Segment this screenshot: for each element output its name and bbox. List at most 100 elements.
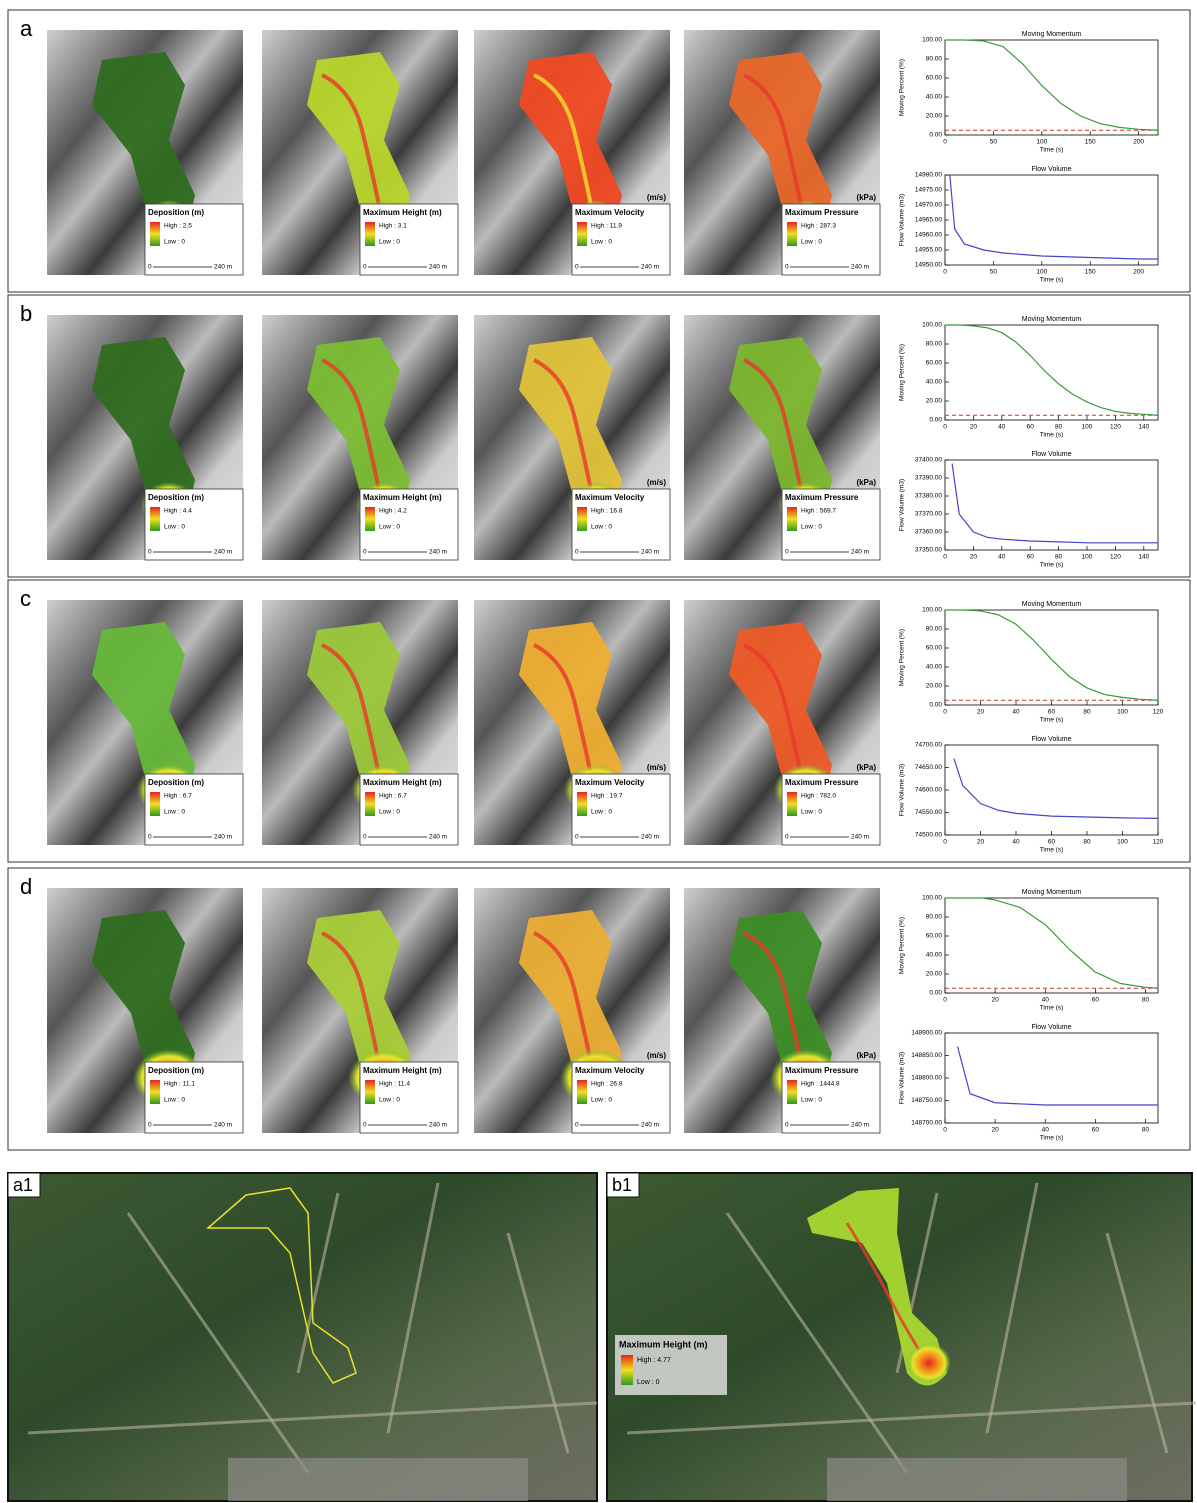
x-tick-label: 0 — [943, 997, 947, 1004]
x-tick-label: 0 — [943, 709, 947, 716]
x-tick-label: 40 — [998, 554, 1006, 561]
y-tick-label: 20.00 — [926, 113, 943, 120]
legend-ramp — [365, 507, 375, 531]
x-tick-label: 60 — [1048, 839, 1056, 846]
legend-box — [144, 488, 244, 561]
map-unit: (m/s) — [647, 1051, 666, 1060]
legend-box — [359, 488, 459, 561]
series-line — [945, 324, 1159, 416]
y-tick-label: 20.00 — [926, 971, 943, 978]
map-unit: (m/s) — [647, 763, 666, 772]
legend-ramp — [787, 1080, 797, 1104]
satellite-image — [7, 1172, 598, 1502]
scale-end: 240 m — [641, 264, 659, 271]
flow-channel — [321, 358, 384, 506]
plot-frame — [944, 609, 1159, 706]
y-axis-label: Flow Volume (m3) — [899, 764, 906, 816]
legend-high: High : 3.1 — [379, 223, 407, 230]
gully — [126, 1212, 310, 1474]
scale-start: 0 — [575, 549, 579, 556]
legend-title: Maximum Pressure — [785, 493, 859, 502]
y-tick-label: 80.00 — [926, 56, 943, 63]
scale-end: 240 m — [851, 1122, 869, 1129]
scale-start: 0 — [148, 264, 152, 271]
x-axis-label: Time (s) — [1040, 147, 1064, 154]
flow-area — [519, 52, 622, 239]
legend-low: Low : 0 — [379, 239, 400, 246]
flow-area — [729, 622, 832, 809]
y-axis-label: Flow Volume (m3) — [899, 1052, 906, 1104]
x-tick-label: 80 — [1055, 554, 1063, 561]
chart-title: Flow Volume — [1031, 451, 1071, 458]
y-tick-label: 37350.00 — [915, 547, 942, 554]
map-unit: (m/s) — [647, 478, 666, 487]
map-panel: Deposition (m) High : 11.1 Low : 0 0 240 m — [47, 888, 244, 1134]
x-tick-label: 50 — [990, 139, 998, 146]
x-tick-label: 140 — [1138, 554, 1149, 561]
y-axis-label: Flow Volume (m3) — [899, 194, 906, 246]
legend-low: Low : 0 — [591, 809, 612, 816]
legend-box — [144, 1061, 244, 1134]
map-unit: (kPa) — [856, 763, 876, 772]
flow-channel — [533, 358, 596, 506]
legend-title: Deposition (m) — [148, 778, 204, 787]
series-line — [945, 897, 1159, 989]
legend-low: Low : 0 — [637, 1379, 660, 1386]
flow-area — [729, 337, 832, 524]
legend-box — [781, 488, 881, 561]
scale-end: 240 m — [214, 1122, 232, 1129]
y-tick-label: 37390.00 — [915, 475, 942, 482]
x-tick-label: 120 — [1110, 424, 1121, 431]
y-axis-label: Moving Percent (%) — [899, 59, 906, 116]
legend-title: Maximum Velocity — [575, 1066, 645, 1075]
map-unit: (kPa) — [856, 1051, 876, 1060]
scale-end: 240 m — [429, 1122, 447, 1129]
series-line — [945, 39, 1159, 131]
legend-title: Maximum Height (m) — [363, 493, 442, 502]
gully — [725, 1212, 909, 1474]
x-tick-label: 0 — [943, 139, 947, 146]
map-panel: (m/s)Maximum Velocity High : 19.7 Low : 0 0… — [474, 600, 671, 846]
y-tick-label: 100.00 — [922, 322, 942, 329]
scale-end: 240 m — [214, 834, 232, 841]
x-tick-label: 150 — [1085, 269, 1096, 276]
legend-low: Low : 0 — [591, 524, 612, 531]
legend-box — [781, 203, 881, 276]
legend-title: Maximum Pressure — [785, 208, 859, 217]
legend-high: High : 19.7 — [591, 793, 623, 800]
x-tick-label: 100 — [1117, 839, 1128, 846]
legend-high: High : 4.77 — [637, 1357, 671, 1364]
y-tick-label: 100.00 — [922, 37, 942, 44]
scale-end: 240 m — [429, 549, 447, 556]
legend-box — [615, 1335, 727, 1395]
legend-box — [359, 1061, 459, 1134]
legend-title: Maximum Velocity — [575, 208, 645, 217]
flow-area — [519, 337, 622, 524]
legend-title: Maximum Velocity — [575, 778, 645, 787]
plot-frame — [944, 174, 1159, 266]
legend-low: Low : 0 — [164, 1097, 185, 1104]
map-panel: (m/s)Maximum Velocity High : 16.8 Low : 0 0… — [474, 315, 671, 561]
x-tick-label: 0 — [943, 554, 947, 561]
scale-end: 240 m — [429, 834, 447, 841]
x-tick-label: 50 — [990, 269, 998, 276]
legend-box — [359, 773, 459, 846]
satellite-panel: a1 — [7, 1172, 598, 1502]
flow-area — [92, 52, 195, 239]
scale-end: 240 m — [851, 549, 869, 556]
legend-high: High : 782.0 — [801, 793, 836, 800]
gully — [296, 1192, 340, 1374]
y-tick-label: 74600.00 — [915, 787, 942, 794]
flow-channel — [845, 1222, 929, 1364]
legend-high: High : 26.8 — [591, 1081, 623, 1088]
y-tick-label: 14975.00 — [915, 187, 942, 194]
legend-ramp — [787, 507, 797, 531]
y-tick-label: 14955.00 — [915, 247, 942, 254]
scale-start: 0 — [148, 549, 152, 556]
y-tick-label: 14965.00 — [915, 217, 942, 224]
scale-end: 240 m — [641, 834, 659, 841]
map-panel: Maximum Height (m) High : 3.1 Low : 0 0 240 … — [262, 30, 459, 276]
scale-end: 240 m — [214, 264, 232, 271]
x-tick-label: 0 — [943, 839, 947, 846]
x-tick-label: 200 — [1133, 139, 1144, 146]
